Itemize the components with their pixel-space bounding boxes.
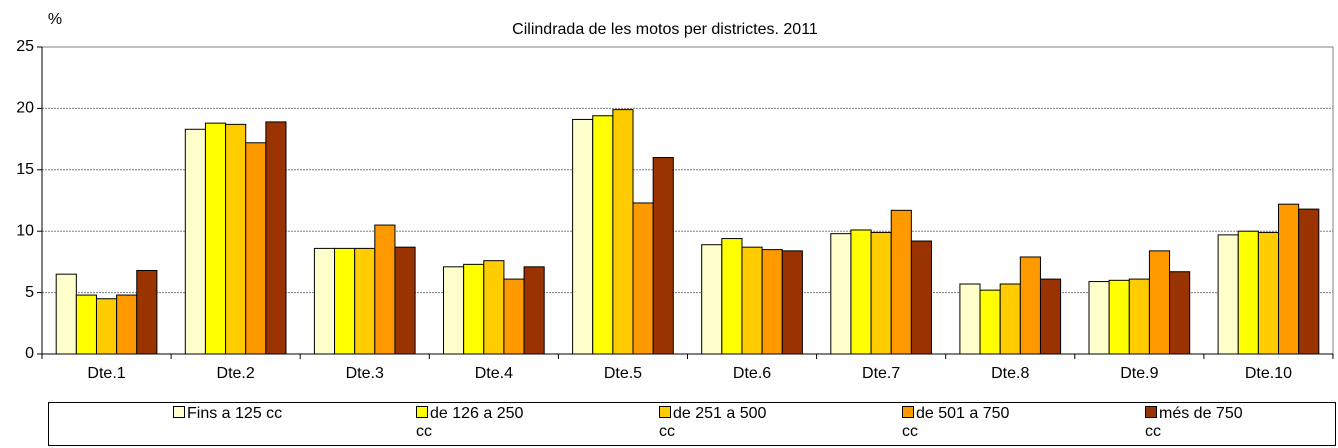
- legend-swatch: [902, 406, 914, 418]
- bar: [75, 294, 97, 355]
- x-tick-label: Dte.1: [87, 365, 125, 382]
- bar: [55, 273, 77, 355]
- bar: [1278, 203, 1300, 355]
- bar: [1128, 278, 1150, 355]
- legend-item: de 126 a 250 cc: [416, 405, 526, 441]
- legend-label: de 126 a 250 cc: [416, 405, 524, 440]
- x-tick-label: Dte.4: [475, 365, 513, 382]
- x-tick-label: Dte.7: [862, 365, 900, 382]
- legend-item: de 501 a 750 cc: [902, 405, 1012, 441]
- bar: [1237, 230, 1259, 355]
- bar: [503, 278, 525, 355]
- legend-item: més de 750 cc: [1145, 405, 1255, 441]
- legend-item: Fins a 125 cc: [173, 405, 283, 423]
- legend-swatch: [1145, 406, 1157, 418]
- bar: [1108, 279, 1130, 355]
- bar: [354, 247, 376, 355]
- y-tick-label: 20: [16, 100, 34, 117]
- legend-label: més de 750 cc: [1145, 405, 1243, 440]
- bar: [890, 209, 912, 355]
- bar: [870, 231, 892, 355]
- y-tick-label: 0: [25, 345, 34, 362]
- bar: [1039, 278, 1062, 355]
- bar: [999, 283, 1021, 355]
- bar: [136, 269, 158, 355]
- bar: [334, 247, 356, 355]
- bar: [632, 202, 654, 355]
- bar: [701, 244, 723, 355]
- x-tick-label: Dte.8: [991, 365, 1029, 382]
- bar: [979, 289, 1001, 355]
- chart-svg: Cilindrada de les motos per districtes. …: [16, 11, 1334, 382]
- legend-label: Fins a 125 cc: [187, 405, 283, 422]
- bar: [910, 240, 932, 355]
- bar: [443, 266, 465, 355]
- y-tick-label: 10: [16, 222, 34, 239]
- bar: [95, 298, 118, 355]
- legend: Fins a 125 cc de 126 a 250 cc de 251 a 500…: [48, 402, 1336, 446]
- legend-swatch: [659, 406, 671, 418]
- legend-label: de 251 a 500 cc: [659, 405, 767, 440]
- x-tick-label: Dte.10: [1245, 365, 1292, 382]
- bar: [463, 263, 485, 355]
- bar: [265, 121, 287, 355]
- bar: [225, 123, 247, 355]
- bar: [830, 233, 852, 355]
- bar: [721, 238, 743, 355]
- bar: [1217, 234, 1239, 355]
- bar: [1257, 231, 1280, 355]
- bar: [204, 122, 227, 355]
- x-tick-label: Dte.3: [346, 365, 384, 382]
- bar: [483, 260, 505, 355]
- x-tick-label: Dte.6: [733, 365, 771, 382]
- bar: [1088, 281, 1110, 355]
- bar: [1019, 256, 1041, 355]
- bar: [1148, 250, 1171, 355]
- y-axis-label: %: [48, 11, 62, 28]
- y-tick-label: 15: [16, 161, 34, 178]
- bar: [741, 246, 763, 355]
- bar: [652, 157, 674, 355]
- bar: [1298, 208, 1320, 355]
- bar: [116, 294, 138, 355]
- bar: [374, 224, 396, 355]
- x-tick-label: Dte.9: [1120, 365, 1158, 382]
- bar: [612, 109, 634, 355]
- legend-item: de 251 a 500 cc: [659, 405, 769, 441]
- legend-swatch: [416, 406, 428, 418]
- y-tick-label: 25: [16, 38, 34, 55]
- bar: [850, 229, 872, 355]
- bar: [245, 142, 267, 355]
- bar: [572, 118, 594, 355]
- legend-swatch: [173, 406, 185, 418]
- bar: [184, 128, 206, 355]
- bar: [523, 266, 545, 355]
- chart-title: Cilindrada de les motos per districtes. …: [512, 21, 818, 38]
- bar: [761, 249, 783, 355]
- x-tick-label: Dte.2: [217, 365, 255, 382]
- bar: [592, 115, 614, 355]
- bar: [781, 250, 803, 355]
- bar: [313, 247, 336, 355]
- legend-label: de 501 a 750 cc: [902, 405, 1010, 440]
- bar: [1169, 271, 1191, 355]
- y-tick-label: 5: [25, 284, 34, 301]
- x-tick-label: Dte.5: [604, 365, 642, 382]
- bar: [394, 246, 416, 355]
- bar: [959, 283, 981, 355]
